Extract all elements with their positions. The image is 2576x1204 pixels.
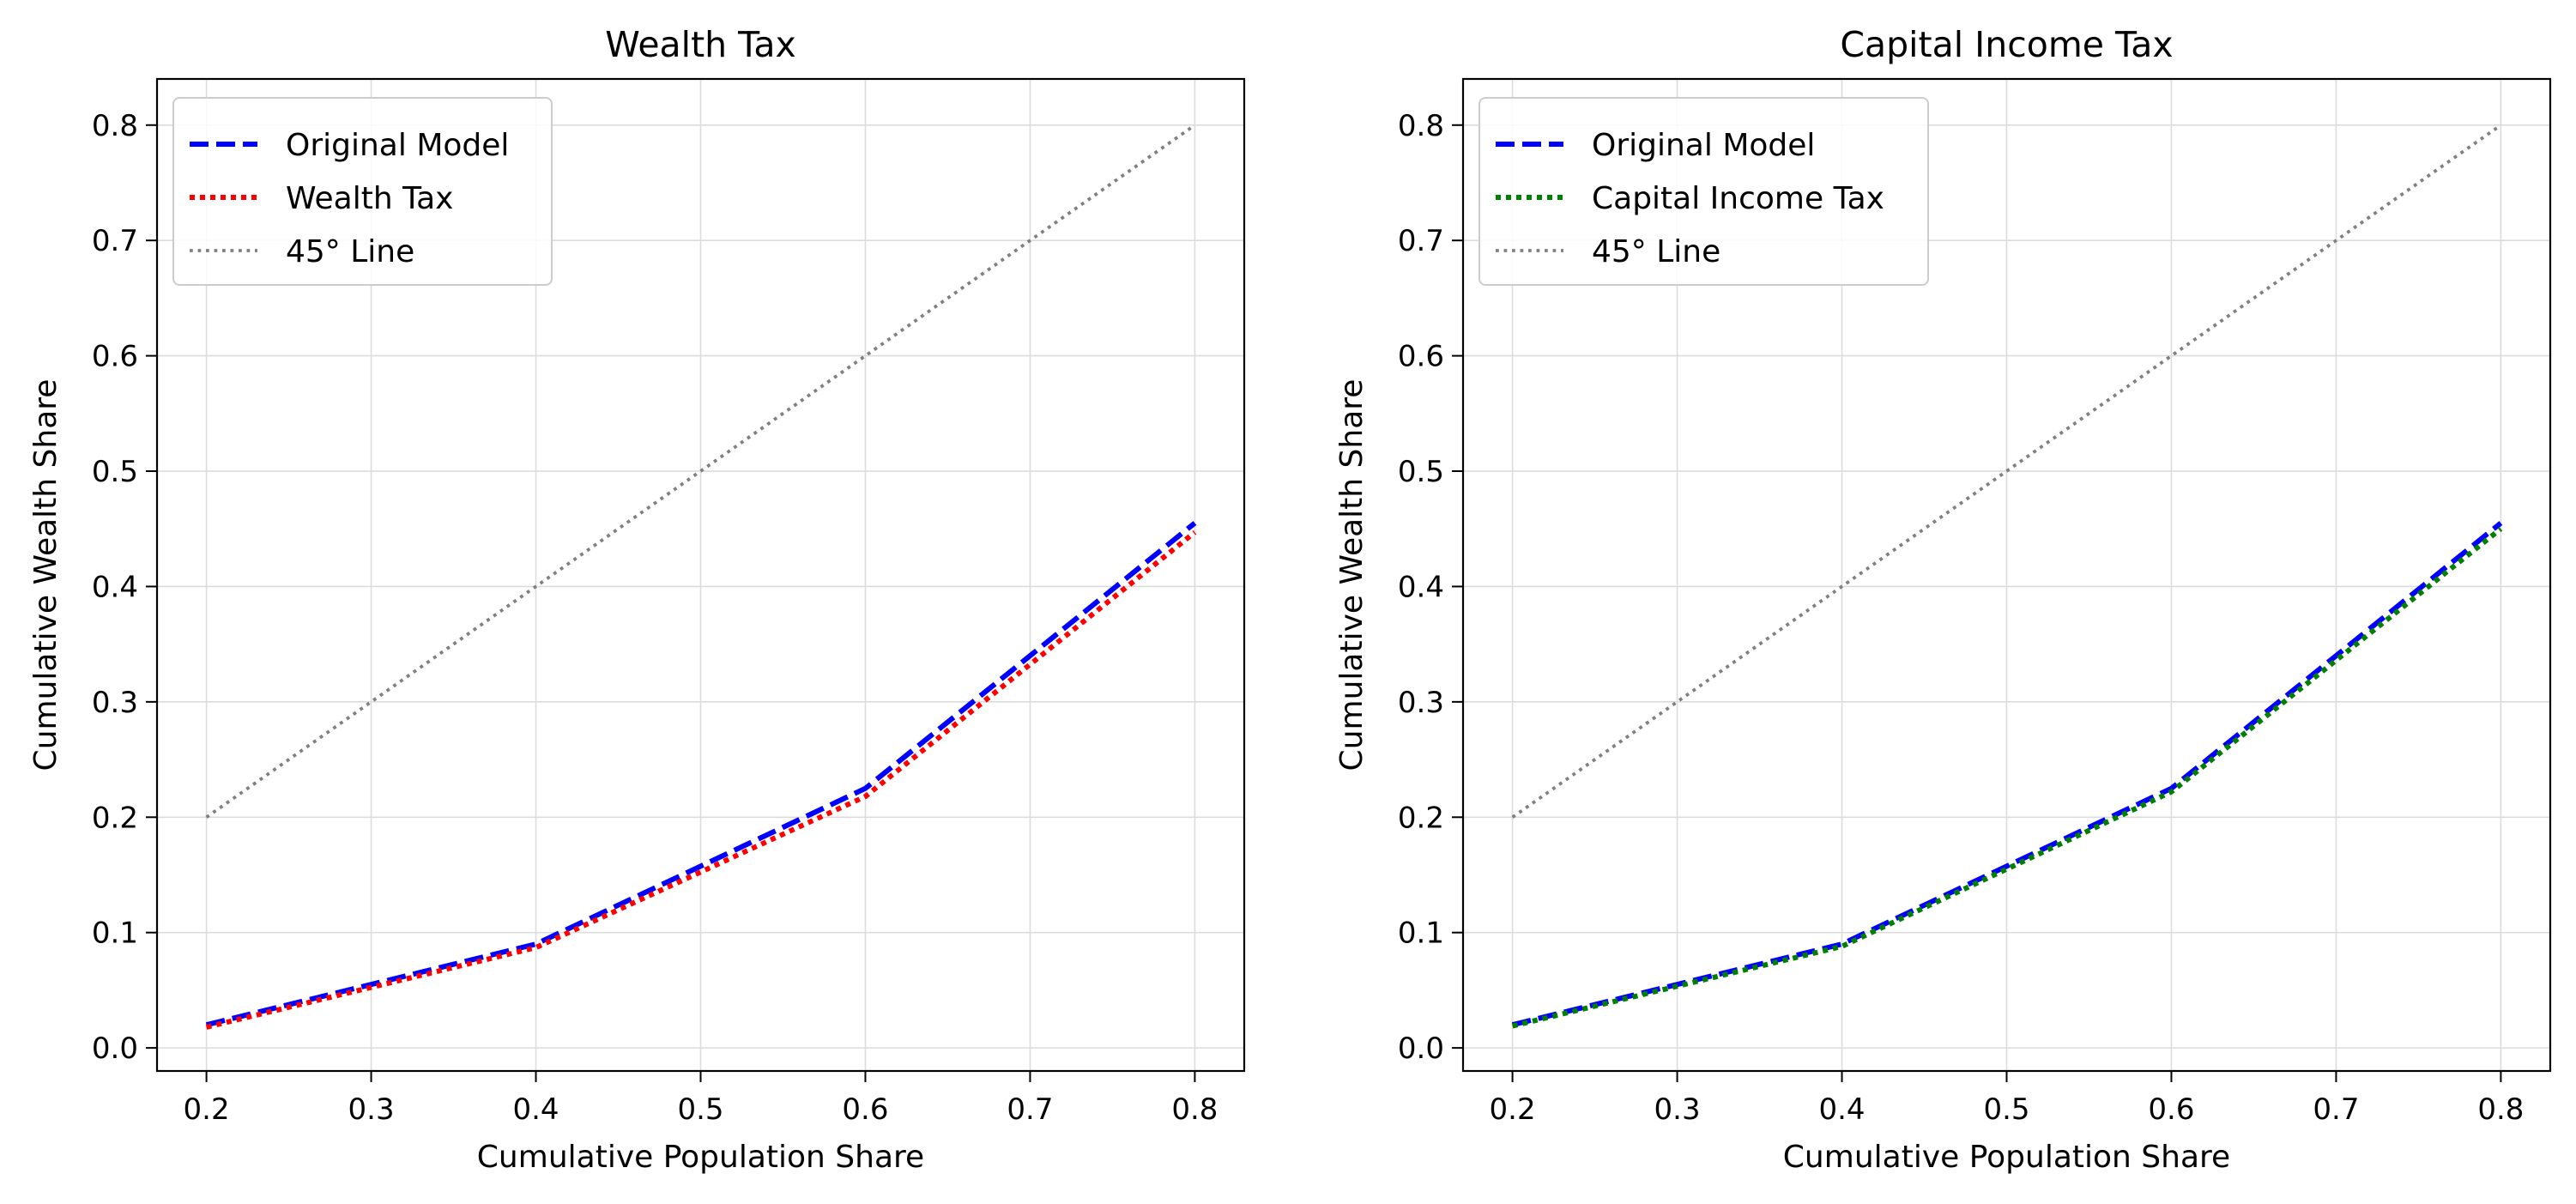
legend-label-original-model: Original Model — [286, 128, 509, 163]
x-tick-label: 0.5 — [677, 1092, 723, 1127]
chart-title: Wealth Tax — [605, 24, 796, 65]
x-tick-label: 0.3 — [348, 1092, 395, 1127]
legend: Original Model Wealth Tax 45° Line — [172, 97, 553, 286]
y-axis-label: Cumulative Wealth Share — [1334, 379, 1370, 771]
series-line-45-line — [1511, 124, 2502, 819]
legend: Original Model Capital Income Tax 45° Line — [1478, 97, 1929, 286]
x-tick-label: 0.8 — [2477, 1092, 2524, 1127]
y-tick-label: 0.1 — [1398, 917, 1444, 951]
series-line-capital-income-tax — [1511, 526, 2503, 1029]
x-tick-label: 0.2 — [184, 1092, 230, 1127]
x-tick-label: 0.5 — [1983, 1092, 2029, 1127]
series-line-45-line — [205, 124, 1196, 819]
x-tick-label: 0.6 — [2148, 1092, 2194, 1127]
subplot-wealth-tax: 0.2 0.3 0.4 0.5 0.6 0.7 0.8 0.0 0.1 0.2 0.3 0.4 0.5 0… — [28, 24, 1246, 1175]
series-line-wealth-tax — [205, 529, 1197, 1030]
x-tick-label: 0.4 — [1818, 1092, 1865, 1127]
y-tick-label: 0.1 — [92, 917, 138, 951]
y-tick-label: 0.8 — [92, 109, 138, 143]
legend-label-45-line: 45° Line — [1592, 234, 1720, 269]
legend-box — [172, 97, 553, 286]
x-tick-label: 0.8 — [1171, 1092, 1218, 1127]
x-axis-label: Cumulative Population Share — [477, 1140, 924, 1175]
y-tick-label: 0.5 — [92, 455, 138, 489]
y-tick-label: 0.4 — [92, 570, 138, 604]
y-tick-label: 0.7 — [1398, 224, 1444, 258]
x-tick-label: 0.7 — [1007, 1092, 1053, 1127]
y-tick-label: 0.2 — [1398, 801, 1444, 835]
x-tick-label: 0.6 — [842, 1092, 888, 1127]
legend-box — [1478, 97, 1929, 286]
y-tick-label: 0.6 — [1398, 340, 1444, 374]
legend-label-wealth-tax: Wealth Tax — [286, 181, 453, 216]
legend-label-45-line: 45° Line — [286, 234, 414, 269]
chart-title: Capital Income Tax — [1840, 24, 2173, 65]
legend-label-original-model: Original Model — [1592, 128, 1815, 163]
x-tick-label: 0.2 — [1490, 1092, 1536, 1127]
y-tick-label: 0.7 — [92, 224, 138, 258]
y-tick-label: 0.8 — [1398, 109, 1444, 143]
y-tick-label: 0.3 — [92, 686, 138, 720]
subplot-capital-income-tax: 0.2 0.3 0.4 0.5 0.6 0.7 0.8 0.0 0.1 0.2 0.3 0.4 0.5 0… — [1334, 24, 2552, 1175]
y-tick-label: 0.0 — [92, 1032, 138, 1066]
x-tick-label: 0.7 — [2313, 1092, 2359, 1127]
x-axis-label: Cumulative Population Share — [1783, 1140, 2230, 1175]
y-tick-label: 0.5 — [1398, 455, 1444, 489]
y-axis-label: Cumulative Wealth Share — [28, 379, 63, 771]
series-line-original-model — [205, 521, 1197, 1028]
legend-label-capital-income-tax: Capital Income Tax — [1592, 181, 1884, 216]
x-tick-label: 0.4 — [512, 1092, 559, 1127]
y-tick-label: 0.4 — [1398, 570, 1444, 604]
y-tick-label: 0.0 — [1398, 1032, 1444, 1066]
x-tick-label: 0.3 — [1654, 1092, 1701, 1127]
y-tick-label: 0.3 — [1398, 686, 1444, 720]
y-tick-label: 0.6 — [92, 340, 138, 374]
y-tick-label: 0.2 — [92, 801, 138, 835]
